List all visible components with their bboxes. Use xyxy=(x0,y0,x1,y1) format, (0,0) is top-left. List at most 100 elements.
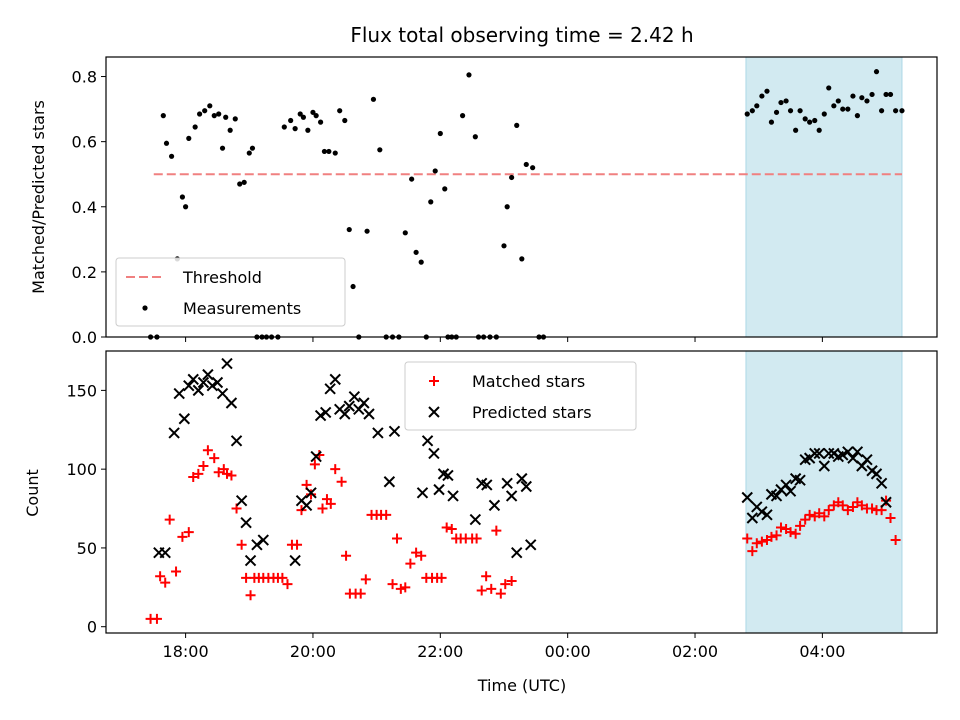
data-point xyxy=(281,124,287,130)
data-point xyxy=(850,93,856,99)
data-point xyxy=(804,509,815,520)
data-point xyxy=(488,499,501,512)
data-point xyxy=(773,109,780,115)
data-point xyxy=(509,174,515,181)
data-point xyxy=(177,531,188,542)
data-point xyxy=(202,108,208,114)
data-point xyxy=(442,469,454,482)
data-point xyxy=(847,501,858,512)
data-point xyxy=(193,468,204,479)
data-point xyxy=(314,449,325,460)
data-point xyxy=(751,538,762,549)
data-point xyxy=(881,495,892,506)
data-point xyxy=(766,531,777,542)
data-point xyxy=(842,505,853,516)
data-point xyxy=(400,582,411,593)
y-tick-label: 0 xyxy=(87,618,97,637)
data-point xyxy=(783,98,789,104)
legend-marker xyxy=(142,305,148,311)
data-point xyxy=(814,508,825,519)
data-point xyxy=(348,390,361,403)
ratio-y-axis-label: Matched/Predicted stars xyxy=(29,100,48,294)
data-point xyxy=(761,509,773,521)
plot-frame xyxy=(105,350,938,634)
data-point xyxy=(324,383,336,395)
data-point xyxy=(514,122,520,128)
data-point xyxy=(807,119,813,125)
data-point xyxy=(179,194,186,200)
data-point xyxy=(330,464,341,475)
data-point xyxy=(821,111,827,117)
data-point xyxy=(421,435,434,447)
data-point xyxy=(372,427,384,439)
data-point xyxy=(223,114,229,120)
data-point xyxy=(519,256,525,262)
chart-title: Flux total observing time = 2.42 h xyxy=(350,23,693,47)
data-point xyxy=(823,505,834,516)
legend-marker xyxy=(429,376,439,386)
legend-box xyxy=(115,257,346,327)
series-measurements xyxy=(147,69,905,340)
data-point xyxy=(405,558,416,569)
data-point xyxy=(845,106,851,112)
data-point xyxy=(437,130,443,137)
data-point xyxy=(192,384,205,397)
data-point xyxy=(186,135,192,141)
x-axis-label: Time (UTC) xyxy=(477,676,566,695)
data-point xyxy=(151,613,162,624)
data-point xyxy=(861,453,873,466)
data-point xyxy=(227,127,233,133)
data-point xyxy=(486,583,497,594)
series-matched-stars xyxy=(145,445,901,624)
data-point xyxy=(476,585,487,596)
data-point xyxy=(413,249,419,255)
data-point xyxy=(854,113,861,119)
x-tick-label: 22:00 xyxy=(417,642,463,661)
data-point xyxy=(873,69,880,75)
data-point xyxy=(793,127,799,133)
data-point xyxy=(837,500,848,511)
data-point xyxy=(754,103,760,109)
data-point xyxy=(835,98,841,104)
data-point xyxy=(277,572,288,583)
data-point xyxy=(505,490,518,502)
data-point xyxy=(216,387,229,400)
data-point xyxy=(219,145,226,151)
data-point xyxy=(251,539,263,551)
data-point xyxy=(516,472,528,485)
y-tick-label: 150 xyxy=(66,381,97,400)
data-point xyxy=(257,534,269,546)
data-point xyxy=(797,108,803,114)
data-point xyxy=(756,536,767,547)
data-point xyxy=(289,554,301,567)
data-point xyxy=(332,150,338,156)
data-point xyxy=(768,119,775,125)
data-point xyxy=(355,588,366,599)
data-point xyxy=(812,117,818,124)
count-y-axis-label: Count xyxy=(23,469,42,517)
y-tick-label: 50 xyxy=(77,539,97,558)
data-point xyxy=(198,461,209,472)
data-point xyxy=(491,525,502,536)
data-point xyxy=(746,512,759,524)
data-point xyxy=(402,230,408,236)
data-point xyxy=(741,491,753,504)
legend-box xyxy=(404,361,637,431)
data-point xyxy=(780,479,792,491)
data-point xyxy=(221,357,233,370)
data-point xyxy=(321,148,328,155)
data-point xyxy=(246,150,252,156)
data-point xyxy=(230,435,243,447)
data-point xyxy=(436,572,447,583)
data-point xyxy=(192,124,198,130)
data-point xyxy=(211,113,217,119)
data-point xyxy=(232,116,238,122)
data-point xyxy=(164,514,175,525)
data-point xyxy=(197,376,210,389)
legend-marker xyxy=(428,406,440,418)
data-point xyxy=(472,134,478,140)
data-point xyxy=(209,453,220,464)
data-point xyxy=(306,489,317,500)
data-point xyxy=(867,503,878,514)
